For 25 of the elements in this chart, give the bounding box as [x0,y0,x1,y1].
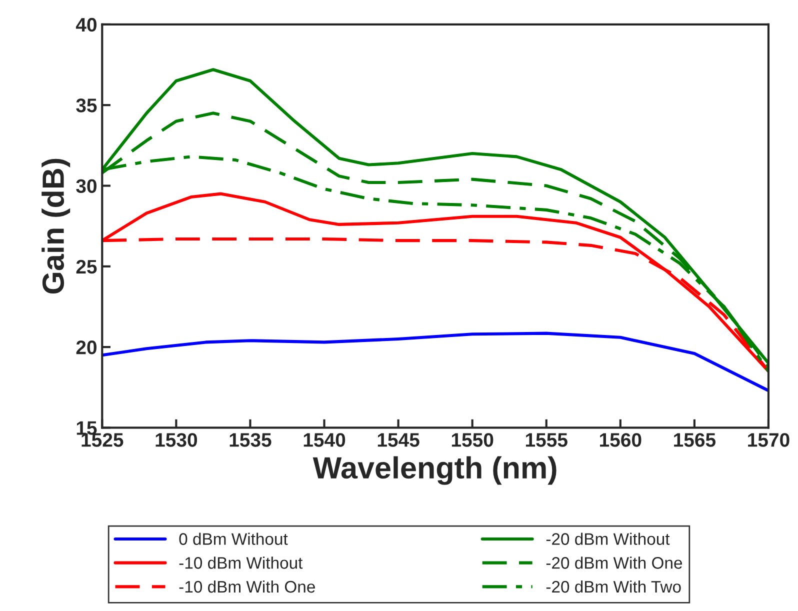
legend-label: -20 dBm With Two [546,580,681,593]
legend-label: -20 dBm Without [546,532,670,545]
y-tick-label: 25 [76,260,97,274]
x-tick-label: 1570 [748,433,790,447]
x-tick-label: 1560 [600,433,642,447]
legend-label: -20 dBm With One [546,556,682,569]
y-tick-label: 20 [76,340,96,354]
x-tick-label: 1555 [526,433,568,447]
y-tick-label: 30 [76,179,96,194]
y-axis-title: Gain (dB) [42,158,70,294]
legend-label: -10 dBm With One [179,580,315,593]
legend-label: 0 dBm Without [179,532,288,545]
y-tick-label: 35 [76,98,97,112]
x-tick-label: 1535 [230,433,272,447]
x-tick-label: 1565 [674,433,716,447]
x-tick-label: 1550 [452,433,494,447]
line-series [102,332,768,392]
x-tick-label: 1525 [82,433,124,447]
x-tick-label: 1545 [378,433,420,447]
x-tick-label: 1530 [156,433,198,447]
y-tick-label: 15 [76,421,97,435]
x-tick-label: 1540 [304,433,346,447]
y-tick-label: 40 [76,18,96,32]
x-axis-title: Wavelength (nm) [312,456,556,485]
legend-label: -10 dBm Without [179,556,303,569]
